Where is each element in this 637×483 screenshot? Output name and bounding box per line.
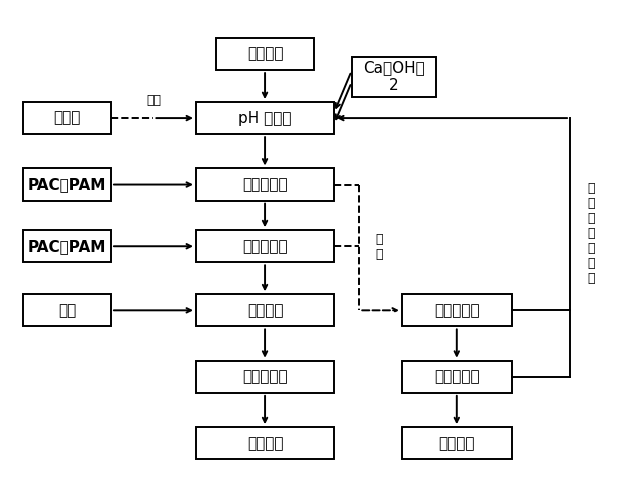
Text: PAC、PAM: PAC、PAM <box>28 177 106 192</box>
FancyBboxPatch shape <box>196 169 334 200</box>
FancyBboxPatch shape <box>196 427 334 459</box>
Text: 上
清
液
滤
液
回
流: 上 清 液 滤 液 回 流 <box>587 182 595 284</box>
FancyBboxPatch shape <box>23 169 111 200</box>
FancyBboxPatch shape <box>196 230 334 262</box>
Text: 生产废水: 生产废水 <box>247 46 283 61</box>
FancyBboxPatch shape <box>402 361 512 393</box>
Text: 吸附过滤器: 吸附过滤器 <box>242 369 288 384</box>
Text: 泥
渣: 泥 渣 <box>375 233 383 261</box>
Text: 污泥脱水机: 污泥脱水机 <box>434 369 480 384</box>
Text: PAC、PAM: PAC、PAM <box>28 239 106 254</box>
FancyBboxPatch shape <box>196 361 334 393</box>
Text: 搅拌机: 搅拌机 <box>54 111 81 126</box>
FancyBboxPatch shape <box>352 57 436 97</box>
FancyBboxPatch shape <box>217 38 314 70</box>
Text: 泥饼外运: 泥饼外运 <box>438 436 475 451</box>
Text: Ca（OH）
2: Ca（OH） 2 <box>363 60 425 93</box>
Text: 搅拌: 搅拌 <box>146 94 161 107</box>
Text: 达标排放: 达标排放 <box>247 436 283 451</box>
Text: 污泥浓缩池: 污泥浓缩池 <box>434 303 480 318</box>
Text: 絮凝沉淀器: 絮凝沉淀器 <box>242 239 288 254</box>
FancyBboxPatch shape <box>196 294 334 327</box>
FancyBboxPatch shape <box>23 230 111 262</box>
Text: 絮凝沉淀器: 絮凝沉淀器 <box>242 177 288 192</box>
FancyBboxPatch shape <box>23 294 111 327</box>
FancyBboxPatch shape <box>402 427 512 459</box>
FancyBboxPatch shape <box>23 102 111 134</box>
FancyBboxPatch shape <box>196 102 334 134</box>
Text: 加酸: 加酸 <box>58 303 76 318</box>
Text: pH 调节池: pH 调节池 <box>238 111 292 126</box>
Text: 缓冲水池: 缓冲水池 <box>247 303 283 318</box>
FancyBboxPatch shape <box>402 294 512 327</box>
